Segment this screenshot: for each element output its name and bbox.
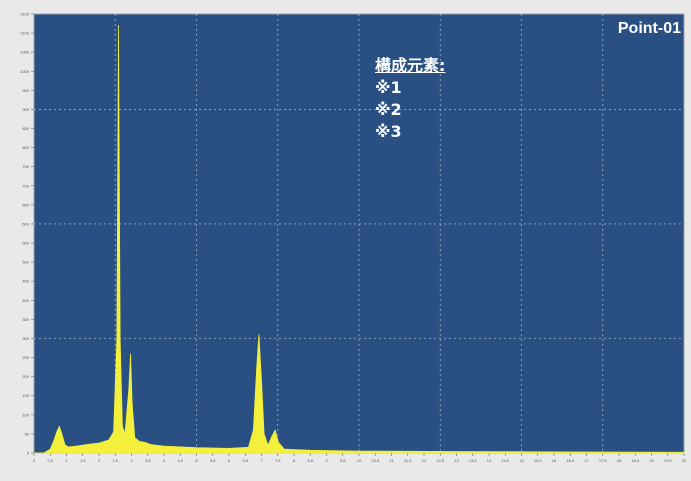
y-tick-label: 800 [22, 145, 29, 150]
x-tick-label: 5.5 [210, 458, 216, 463]
x-tick-label: 16 [552, 458, 557, 463]
x-tick-label: 6 [228, 458, 231, 463]
x-tick-label: 20 [682, 458, 687, 463]
x-tick-label: 5 [195, 458, 198, 463]
x-tick-label: 4.5 [177, 458, 183, 463]
y-tick-label: 100 [22, 412, 29, 417]
x-tick-label: 19 [649, 458, 654, 463]
y-tick-label: 1100 [20, 31, 29, 36]
annotation-box: 構成元素: ※1 ※2 ※3 [375, 55, 445, 143]
x-tick-label: 10.5 [371, 458, 380, 463]
annotation-item-3: ※3 [375, 122, 402, 141]
x-tick-label: 2.5 [112, 458, 118, 463]
x-tick-label: 3 [130, 458, 133, 463]
y-tick-label: 0 [27, 451, 30, 456]
y-tick-label: 500 [22, 260, 29, 265]
x-tick-label: 15 [519, 458, 524, 463]
x-tick-label: 8 [293, 458, 296, 463]
y-tick-label: 400 [22, 298, 29, 303]
x-tick-label: 0.5 [47, 458, 53, 463]
y-tick-label: 550 [22, 241, 29, 246]
y-tick-label: 1050 [20, 50, 30, 55]
y-tick-label: 300 [22, 336, 29, 341]
x-tick-label: 1 [65, 458, 68, 463]
x-tick-label: 9 [325, 458, 328, 463]
annotation-heading: 構成元素: [375, 56, 446, 75]
y-tick-label: 50 [25, 431, 30, 436]
x-tick-label: 13.5 [469, 458, 478, 463]
y-tick-label: 600 [22, 221, 29, 226]
x-tick-label: 10 [357, 458, 362, 463]
y-tick-label: 950 [22, 88, 29, 93]
x-tick-label: 11.5 [404, 458, 412, 463]
x-tick-label: 12 [422, 458, 427, 463]
x-tick-label: 14 [487, 458, 492, 463]
x-tick-label: 14.5 [501, 458, 510, 463]
y-tick-label: 450 [22, 279, 29, 284]
x-tick-label: 6.5 [242, 458, 248, 463]
y-tick-label: 200 [22, 374, 29, 379]
annotation-item-2: ※2 [375, 100, 402, 119]
x-tick-label: 13 [454, 458, 459, 463]
x-tick-label: 17.5 [599, 458, 608, 463]
y-tick-label: 650 [22, 202, 29, 207]
y-tick-label: 1150 [20, 12, 29, 17]
x-tick-label: 15.5 [534, 458, 543, 463]
x-tick-label: 1.5 [80, 458, 86, 463]
x-tick-label: 11 [389, 458, 394, 463]
x-tick-label: 18 [617, 458, 622, 463]
point-label: Point-01 [617, 20, 681, 37]
y-tick-label: 350 [22, 317, 29, 322]
x-tick-label: 12.5 [436, 458, 445, 463]
x-tick-label: 18.5 [631, 458, 640, 463]
x-tick-label: 7 [260, 458, 263, 463]
x-tick-label: 2 [98, 458, 101, 463]
x-tick-label: 0 [33, 458, 36, 463]
y-tick-label: 850 [22, 126, 29, 131]
y-tick-label: 900 [22, 107, 29, 112]
x-tick-label: 17 [584, 458, 589, 463]
x-tick-label: 8.5 [307, 458, 313, 463]
spectrum-series-0 [33, 25, 685, 454]
annotation-item-1: ※1 [375, 78, 402, 97]
y-tick-label: 150 [22, 393, 29, 398]
y-tick-label: 750 [22, 164, 29, 169]
x-tick-label: 19.5 [664, 458, 673, 463]
x-tick-label: 4 [163, 458, 166, 463]
y-tick-label: 1000 [20, 69, 30, 74]
x-tick-label: 9.5 [340, 458, 346, 463]
y-tick-label: 700 [22, 183, 29, 188]
y-tick-label: 250 [22, 355, 29, 360]
x-tick-label: 3.5 [145, 458, 151, 463]
x-tick-label: 7.5 [275, 458, 281, 463]
x-tick-label: 16.5 [566, 458, 575, 463]
